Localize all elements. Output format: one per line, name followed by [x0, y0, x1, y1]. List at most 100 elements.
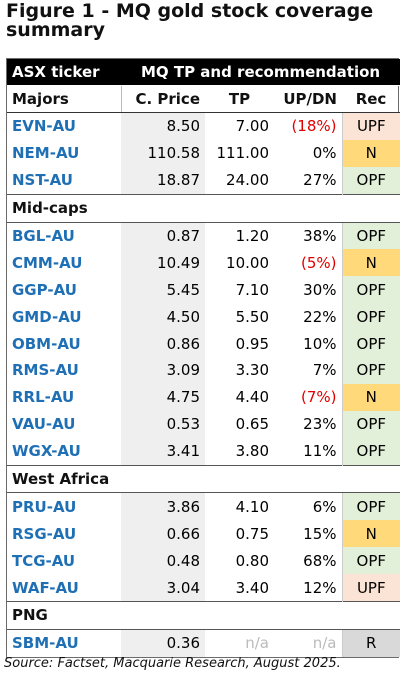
table-row: NEM-AU 110.58 111.00 0% N: [7, 139, 401, 167]
price-cell: 0.86: [121, 330, 205, 358]
table-row: RSG-AU 0.66 0.75 15% N: [7, 520, 401, 548]
table-row: BGL-AU 0.87 1.20 38% OPF: [7, 222, 401, 250]
tp-cell: 3.80: [235, 442, 269, 461]
price-cell: 0.48: [121, 547, 205, 575]
tp-cell: 0.80: [235, 551, 269, 570]
price-cell: 110.58: [121, 139, 205, 167]
price-cell: 4.50: [121, 303, 205, 331]
price-cell: 5.45: [121, 276, 205, 304]
westafrica-group-row: West Africa: [7, 464, 401, 494]
price-cell: 10.49: [121, 249, 205, 277]
ticker-cell: NEM-AU: [12, 144, 80, 163]
price-cell: 8.50: [121, 112, 205, 140]
table-row: WAF-AU 3.04 3.40 12% UPF: [7, 574, 401, 602]
group-header: MQ TP and recommendation: [121, 59, 401, 86]
midcaps-group-row: Mid-caps: [7, 193, 401, 223]
rec-cell: OPF: [341, 492, 401, 521]
ticker-cell: RRL-AU: [12, 388, 75, 407]
tp-cell: 0.95: [235, 334, 269, 353]
table-row: WGX-AU 3.41 3.80 11% OPF: [7, 437, 401, 466]
price-cell: 3.09: [121, 357, 205, 384]
price-cell: 0.87: [121, 222, 205, 250]
updn-cell: 11%: [303, 442, 337, 461]
updn-cell: 68%: [303, 551, 337, 570]
tp-cell: 4.40: [235, 388, 269, 407]
updn-header: UP/DN: [274, 85, 342, 113]
tp-cell: 3.40: [235, 578, 269, 597]
westafrica-group-label: West Africa: [7, 464, 401, 494]
ticker-cell: WAF-AU: [12, 578, 79, 597]
ticker-cell: BGL-AU: [12, 227, 75, 245]
tp-cell: 3.30: [235, 361, 269, 380]
midcaps-group-label: Mid-caps: [7, 193, 401, 223]
rec-cell: OPF: [341, 276, 401, 304]
tp-cell: 5.50: [235, 307, 269, 326]
price-cell: 0.53: [121, 410, 205, 438]
table-row: SBM-AU 0.36 n/a n/a R: [7, 629, 401, 657]
figure-title: Figure 1 - MQ gold stock coverage summar…: [6, 2, 398, 40]
tp-cell: 24.00: [226, 171, 269, 190]
table-row: RRL-AU 4.75 4.40 (7%) N: [7, 383, 401, 411]
table-row: RMS-AU 3.09 3.30 7% OPF: [7, 357, 401, 384]
table-row: EVN-AU 8.50 7.00 (18%) UPF: [7, 112, 401, 140]
updn-cell: n/a: [312, 634, 337, 653]
ticker-cell: NST-AU: [12, 171, 73, 190]
column-header-row: Majors C. Price TP UP/DN Rec: [7, 85, 401, 113]
rec-cell: OPF: [341, 222, 401, 250]
price-cell: 0.36: [121, 629, 205, 657]
tp-cell: 4.10: [235, 497, 269, 516]
table-row: GGP-AU 5.45 7.10 30% OPF: [7, 276, 401, 304]
ticker-cell: RMS-AU: [12, 361, 79, 380]
table-row: NST-AU 18.87 24.00 27% OPF: [7, 166, 401, 195]
updn-cell: (5%): [300, 253, 337, 272]
tp-cell: 7.00: [235, 117, 269, 136]
ticker-cell: GGP-AU: [12, 280, 77, 299]
price-header: C. Price: [120, 85, 205, 113]
ticker-cell: RSG-AU: [12, 524, 77, 543]
updn-cell: 7%: [312, 361, 337, 380]
table-row: OBM-AU 0.86 0.95 10% OPF: [7, 330, 401, 358]
table-row: VAU-AU 0.53 0.65 23% OPF: [7, 410, 401, 438]
rec-cell: OPF: [341, 166, 401, 195]
tp-cell: n/a: [245, 634, 269, 653]
ticker-cell: OBM-AU: [12, 334, 81, 353]
ticker-cell: VAU-AU: [12, 415, 76, 434]
updn-cell: 15%: [303, 524, 337, 543]
updn-cell: 0%: [312, 144, 337, 163]
tp-cell: 111.00: [216, 144, 270, 163]
price-cell: 3.04: [121, 574, 205, 602]
updn-cell: 6%: [312, 497, 337, 516]
rec-header: Rec: [342, 85, 401, 113]
table-row: GMD-AU 4.50 5.50 22% OPF: [7, 303, 401, 331]
updn-cell: (7%): [300, 388, 337, 407]
rec-cell: N: [341, 383, 401, 411]
price-cell: 4.75: [121, 383, 205, 411]
tp-cell: 7.10: [235, 280, 269, 299]
price-cell: 3.86: [121, 492, 205, 521]
ticker-header: ASX ticker: [7, 59, 121, 86]
rec-cell: R: [341, 629, 401, 657]
figure-title-line2: summary: [6, 19, 106, 41]
rec-cell: OPF: [341, 437, 401, 466]
rec-cell: UPF: [341, 112, 401, 140]
updn-cell: 27%: [303, 171, 337, 190]
updn-cell: (18%): [291, 117, 337, 136]
updn-cell: 10%: [303, 334, 337, 353]
rec-cell: N: [341, 249, 401, 277]
table-row: CMM-AU 10.49 10.00 (5%) N: [7, 249, 401, 277]
price-cell: 0.66: [121, 520, 205, 548]
tp-cell: 1.20: [235, 227, 269, 245]
rec-cell: OPF: [341, 547, 401, 575]
price-cell: 3.41: [121, 437, 205, 466]
rec-cell: N: [341, 520, 401, 548]
majors-header: Majors: [7, 85, 121, 113]
png-group-row: PNG: [7, 601, 401, 630]
rec-cell: N: [341, 139, 401, 167]
rec-cell: UPF: [341, 574, 401, 602]
table-header-row: ASX ticker MQ TP and recommendation: [7, 59, 401, 86]
tp-header: TP: [205, 85, 274, 113]
coverage-table: ASX ticker MQ TP and recommendation Majo…: [6, 58, 401, 658]
table-row: TCG-AU 0.48 0.80 68% OPF: [7, 547, 401, 575]
source-note: Source: Factset, Macquarie Research, Aug…: [4, 656, 341, 671]
ticker-cell: SBM-AU: [12, 634, 79, 653]
